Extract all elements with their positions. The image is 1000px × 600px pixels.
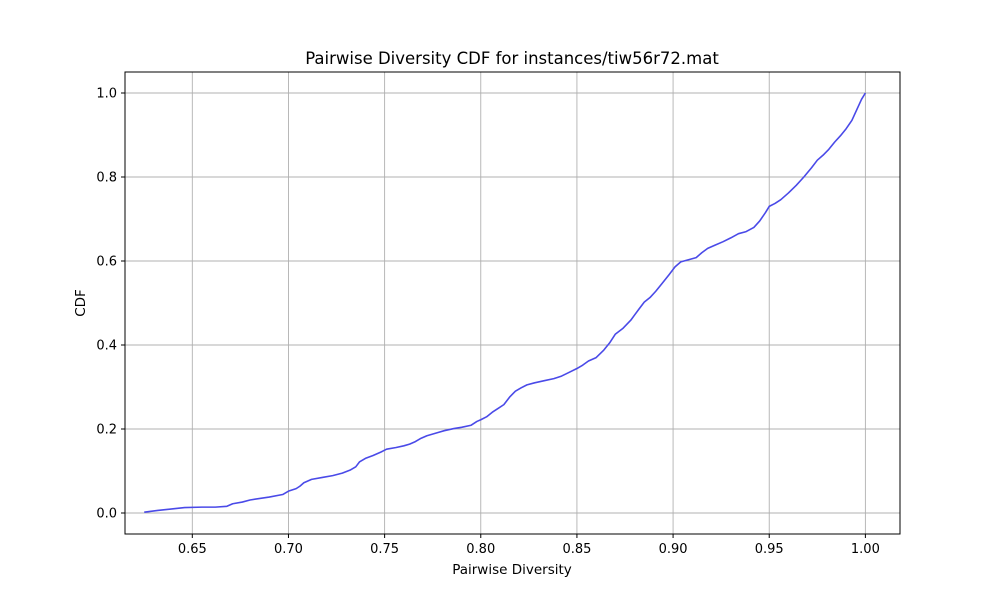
x-tick-label: 0.80 <box>466 542 495 557</box>
x-tick-label: 0.70 <box>274 542 303 557</box>
y-tick-label: 1.0 <box>96 87 117 102</box>
y-tick-label: 0.2 <box>96 423 117 438</box>
x-tick-label: 0.65 <box>178 542 207 557</box>
y-tick-label: 0.8 <box>96 171 117 186</box>
x-axis-ticks: 0.65 0.70 0.75 0.80 0.85 0.90 0.95 1.00 <box>178 534 880 557</box>
x-tick-label: 0.75 <box>370 542 399 557</box>
cdf-line <box>144 92 867 513</box>
y-tick-label: 0.0 <box>96 507 117 522</box>
x-tick-label: 1.00 <box>851 542 880 557</box>
x-tick-label: 0.85 <box>562 542 591 557</box>
series-layer <box>144 92 867 513</box>
x-tick-label: 0.95 <box>755 542 784 557</box>
y-tick-label: 0.4 <box>96 339 117 354</box>
grid <box>125 72 900 534</box>
y-axis-ticks: 0.0 0.2 0.4 0.6 0.8 1.0 <box>96 87 125 522</box>
chart-title: Pairwise Diversity CDF for instances/tiw… <box>305 49 719 68</box>
x-axis-label: Pairwise Diversity <box>452 562 572 578</box>
axes-frame <box>124 71 901 535</box>
y-axis-label: CDF <box>73 289 89 317</box>
y-tick-label: 0.6 <box>96 255 117 270</box>
x-tick-label: 0.90 <box>659 542 688 557</box>
